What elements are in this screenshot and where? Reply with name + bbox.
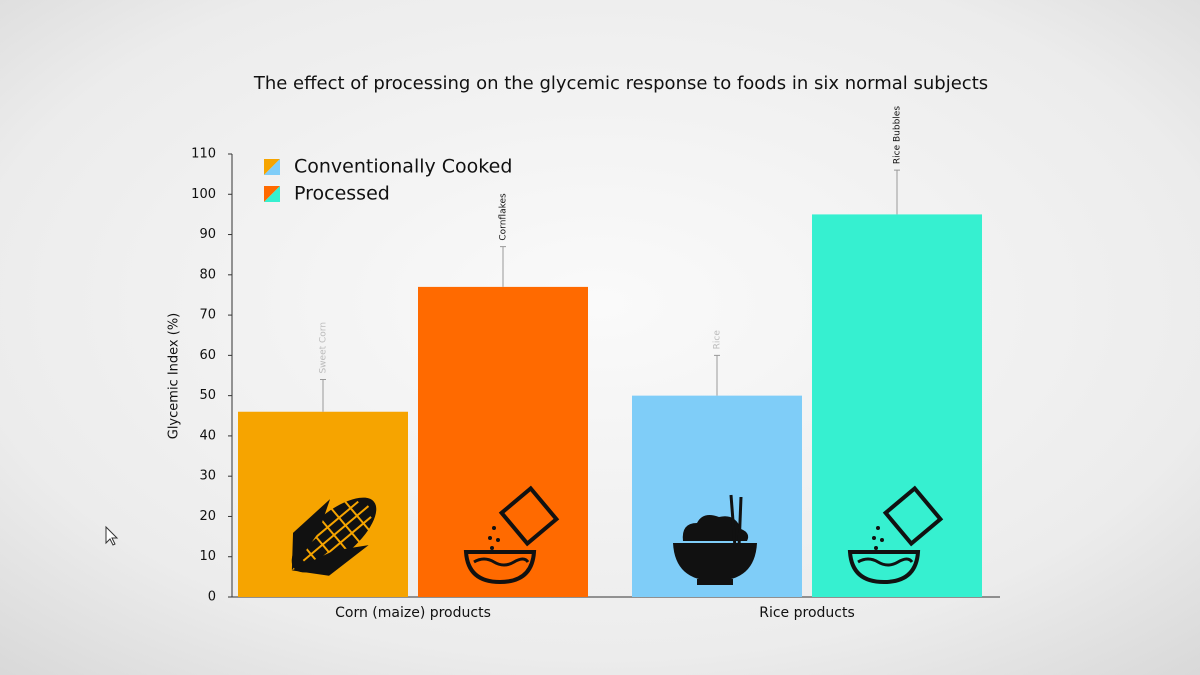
- y-tick-label: 10: [199, 549, 216, 564]
- error-line: [500, 246, 506, 287]
- x-tick-label: Corn (maize) products: [335, 605, 491, 621]
- y-tick-label: 80: [199, 267, 216, 282]
- bar-label: Rice Bubbles: [893, 106, 903, 164]
- y-tick-label: 40: [199, 428, 216, 443]
- error-line: [714, 354, 720, 396]
- error-bar: [320, 379, 326, 412]
- y-tick-label: 100: [191, 187, 216, 202]
- cursor: [105, 525, 119, 546]
- cereal-icon: [463, 485, 560, 585]
- marks: 0 10 20 30 40 50 60 70 80 90 100 110 Corn (maize) pr…: [191, 106, 982, 621]
- chart-title: The effect of processing on the glycemic…: [253, 73, 988, 94]
- error-bar: [500, 246, 506, 287]
- y-tick-label: 50: [199, 388, 216, 403]
- bar-label: Rice: [713, 330, 723, 350]
- cereal-icon: [847, 485, 944, 585]
- y-tick-label: 20: [199, 509, 216, 524]
- legend-label: Conventionally Cooked: [294, 156, 512, 178]
- bar: [812, 214, 982, 597]
- error-line: [320, 379, 326, 412]
- bar-label: Sweet Corn: [319, 322, 329, 374]
- rice-icon: [673, 494, 757, 585]
- legend-label: Processed: [294, 183, 390, 205]
- bar: [418, 286, 588, 597]
- y-axis-label: Glycemic Index (%): [167, 313, 182, 440]
- error-bar: [714, 354, 720, 396]
- y-tick-label: 30: [199, 469, 216, 484]
- corn-icon: [291, 497, 377, 576]
- error-line: [894, 169, 900, 215]
- legend-swatch: [264, 159, 280, 175]
- error-bar: [894, 169, 900, 215]
- y-tick-label: 70: [199, 308, 216, 323]
- y-tick-label: 0: [208, 590, 216, 605]
- y-tick-label: 110: [191, 147, 216, 162]
- x-tick-label: Rice products: [759, 605, 855, 621]
- legend-swatch: [264, 186, 280, 202]
- y-tick-label: 60: [199, 348, 216, 363]
- y-tick-label: 90: [199, 227, 216, 242]
- bar-label: Cornflakes: [499, 193, 509, 241]
